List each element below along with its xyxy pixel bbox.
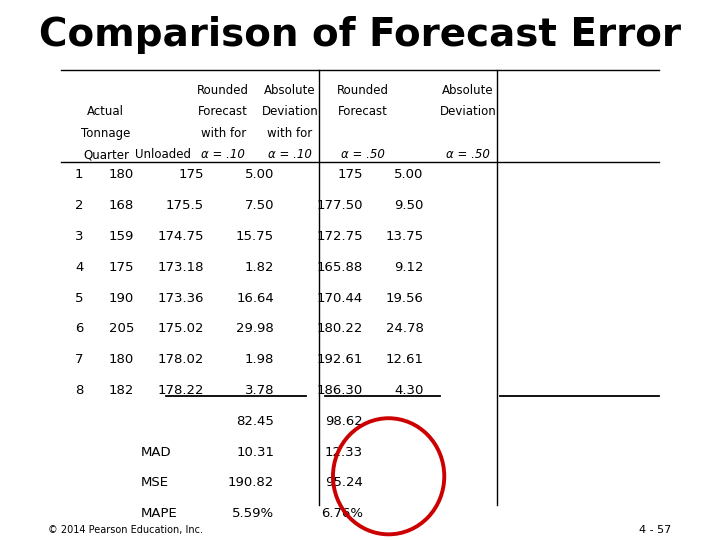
Text: 4 - 57: 4 - 57 (639, 524, 672, 535)
Text: Deviation: Deviation (440, 105, 497, 118)
Text: 19.56: 19.56 (386, 292, 423, 305)
Text: 6: 6 (75, 322, 84, 335)
Text: 182: 182 (109, 384, 134, 397)
Text: 168: 168 (109, 199, 134, 212)
Text: 175: 175 (179, 168, 204, 181)
Text: 1.98: 1.98 (245, 353, 274, 366)
Text: 15.75: 15.75 (236, 230, 274, 243)
Text: 178.22: 178.22 (158, 384, 204, 397)
Text: 173.18: 173.18 (158, 261, 204, 274)
Text: © 2014 Pearson Education, Inc.: © 2014 Pearson Education, Inc. (48, 524, 203, 535)
Text: 2: 2 (75, 199, 84, 212)
Text: 7.50: 7.50 (245, 199, 274, 212)
Text: 9.50: 9.50 (395, 199, 423, 212)
Text: α = .10: α = .10 (202, 148, 246, 161)
Text: 192.61: 192.61 (317, 353, 363, 366)
Text: 175.02: 175.02 (158, 322, 204, 335)
Text: MSE: MSE (140, 476, 168, 489)
Text: 12.61: 12.61 (386, 353, 423, 366)
Text: 165.88: 165.88 (317, 261, 363, 274)
Text: 173.36: 173.36 (158, 292, 204, 305)
Text: 13.75: 13.75 (385, 230, 423, 243)
Text: 4.30: 4.30 (395, 384, 423, 397)
Text: Forecast: Forecast (338, 105, 388, 118)
Text: Absolute: Absolute (442, 84, 494, 97)
Text: Forecast: Forecast (198, 105, 248, 118)
Text: 190: 190 (109, 292, 134, 305)
Text: 174.75: 174.75 (158, 230, 204, 243)
Text: 5.59%: 5.59% (232, 507, 274, 520)
Text: 175: 175 (338, 168, 363, 181)
Text: 5: 5 (75, 292, 84, 305)
Text: 24.78: 24.78 (386, 322, 423, 335)
Text: 16.64: 16.64 (236, 292, 274, 305)
Text: 172.75: 172.75 (317, 230, 363, 243)
Text: Quarter: Quarter (84, 148, 130, 161)
Text: 177.50: 177.50 (317, 199, 363, 212)
Text: 3.78: 3.78 (245, 384, 274, 397)
Text: Unloaded: Unloaded (135, 148, 191, 161)
Text: 98.62: 98.62 (325, 415, 363, 428)
Text: 175.5: 175.5 (166, 199, 204, 212)
Text: α = .50: α = .50 (341, 148, 385, 161)
Text: 4: 4 (75, 261, 84, 274)
Text: 159: 159 (109, 230, 134, 243)
Text: 29.98: 29.98 (236, 322, 274, 335)
Text: 9.12: 9.12 (394, 261, 423, 274)
Text: Actual: Actual (87, 105, 124, 118)
Text: 1: 1 (75, 168, 84, 181)
Text: 170.44: 170.44 (317, 292, 363, 305)
Text: 10.31: 10.31 (236, 446, 274, 458)
Text: with for: with for (267, 127, 312, 140)
Text: 95.24: 95.24 (325, 476, 363, 489)
Text: 180.22: 180.22 (317, 322, 363, 335)
Text: 5.00: 5.00 (245, 168, 274, 181)
Text: 12.33: 12.33 (325, 446, 363, 458)
Text: 175: 175 (109, 261, 134, 274)
Text: Rounded: Rounded (197, 84, 249, 97)
Text: 205: 205 (109, 322, 134, 335)
Text: 190.82: 190.82 (228, 476, 274, 489)
Text: Deviation: Deviation (261, 105, 318, 118)
Text: Tonnage: Tonnage (81, 127, 130, 140)
Text: 180: 180 (109, 353, 134, 366)
Text: 82.45: 82.45 (236, 415, 274, 428)
Text: 180: 180 (109, 168, 134, 181)
Text: 5.00: 5.00 (395, 168, 423, 181)
Text: MAPE: MAPE (140, 507, 177, 520)
Text: with for: with for (201, 127, 246, 140)
Text: 8: 8 (75, 384, 84, 397)
Text: 1.82: 1.82 (245, 261, 274, 274)
Text: Absolute: Absolute (264, 84, 316, 97)
Text: Comparison of Forecast Error: Comparison of Forecast Error (39, 16, 681, 54)
Text: MAD: MAD (140, 446, 171, 458)
Text: α = .10: α = .10 (268, 148, 312, 161)
Text: 3: 3 (75, 230, 84, 243)
Text: Rounded: Rounded (337, 84, 390, 97)
Text: 186.30: 186.30 (317, 384, 363, 397)
Text: 7: 7 (75, 353, 84, 366)
Text: 6.76%: 6.76% (321, 507, 363, 520)
Text: 178.02: 178.02 (158, 353, 204, 366)
Text: α = .50: α = .50 (446, 148, 490, 161)
